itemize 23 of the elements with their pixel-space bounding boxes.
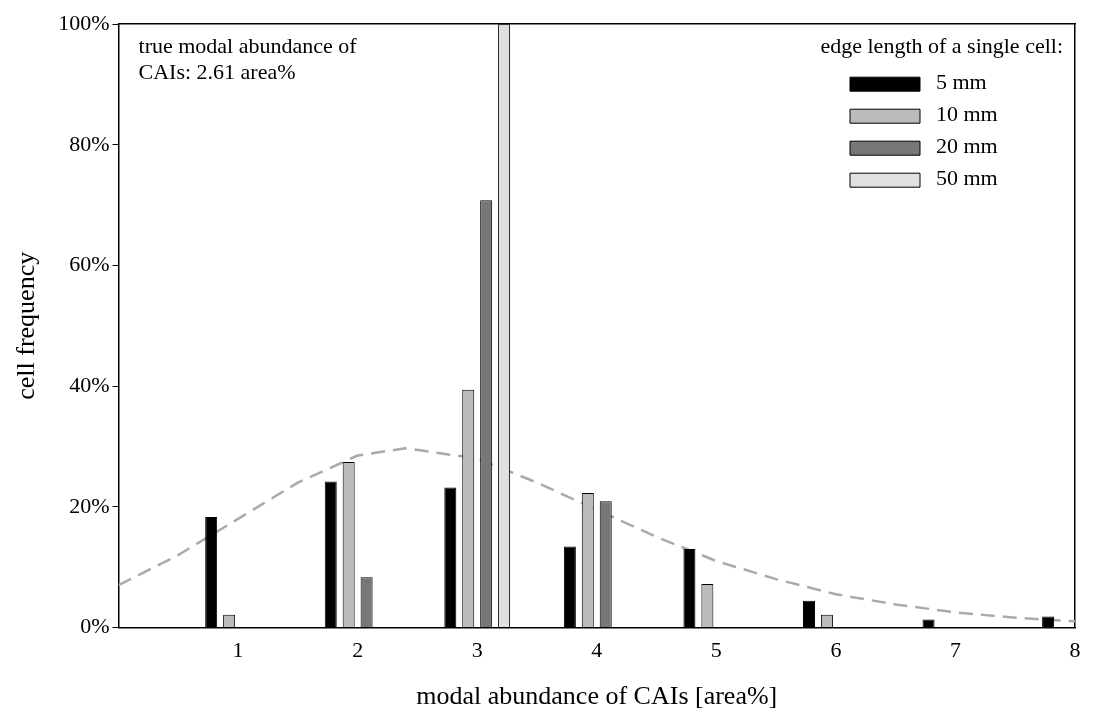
y-tick-label: 0% bbox=[80, 613, 110, 639]
legend-title: edge length of a single cell: bbox=[820, 32, 1063, 58]
x-tick-label: 4 bbox=[591, 637, 603, 663]
y-tick-label: 60% bbox=[69, 251, 110, 277]
line-series bbox=[118, 447, 1075, 623]
y-axis-title: cell frequency bbox=[11, 251, 41, 400]
x-tick-label: 6 bbox=[830, 637, 842, 663]
x-tick-label: 5 bbox=[710, 637, 722, 663]
x-tick-label: 1 bbox=[232, 637, 244, 663]
legend-label: 10 mm bbox=[936, 100, 998, 126]
legend-label: 20 mm bbox=[936, 132, 998, 158]
y-tick-label: 40% bbox=[69, 371, 110, 397]
x-tick-label: 7 bbox=[949, 637, 961, 663]
y-tick-label: 100% bbox=[58, 9, 110, 35]
legend-label: 50 mm bbox=[936, 164, 998, 190]
x-tick-label: 8 bbox=[1069, 637, 1081, 663]
y-tick-label: 80% bbox=[69, 130, 110, 156]
x-axis-title: modal abundance of CAIs [area%] bbox=[416, 681, 778, 711]
legend-label: 5 mm bbox=[936, 68, 987, 94]
x-tick-label: 2 bbox=[352, 637, 364, 663]
annotation: true modal abundance of CAIs: 2.61 area% bbox=[138, 32, 358, 84]
y-tick-label: 20% bbox=[69, 492, 110, 518]
x-tick-label: 3 bbox=[471, 637, 483, 663]
